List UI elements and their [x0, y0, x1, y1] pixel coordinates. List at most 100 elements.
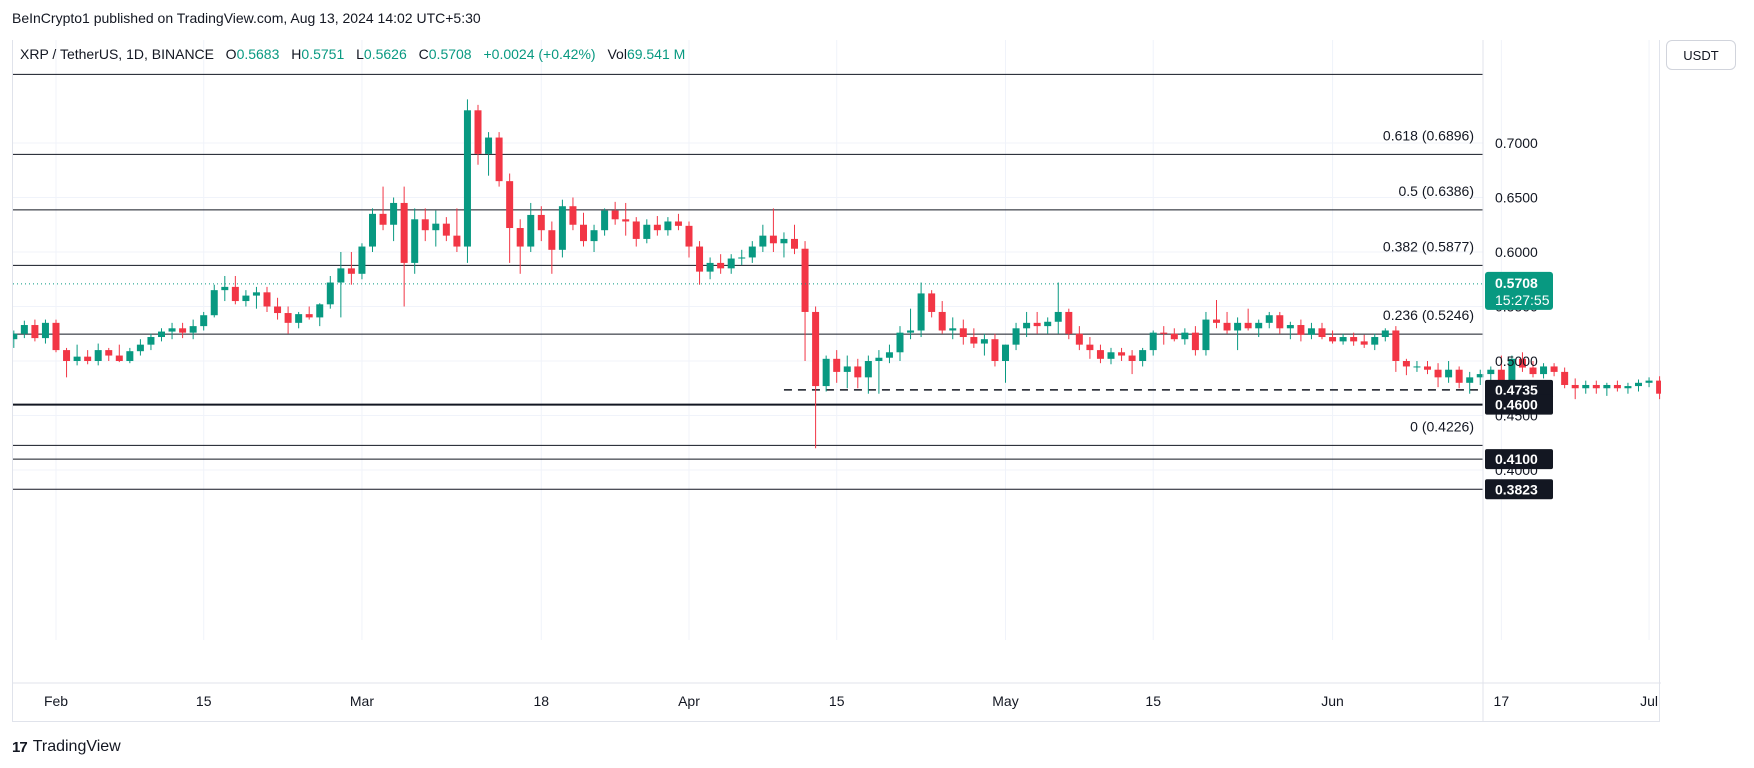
candle-body [590, 230, 598, 242]
candle-body [1276, 315, 1284, 329]
candle-body [791, 238, 798, 249]
candle-body [263, 292, 271, 307]
candle-body [949, 328, 957, 331]
candle-body [537, 214, 545, 231]
candle-body [674, 221, 682, 226]
candle-body [1529, 367, 1537, 375]
candle-body [1075, 333, 1083, 345]
fib-level-label: 0.5 (0.6386) [1399, 183, 1475, 199]
candle-body [274, 306, 282, 314]
level-price-tag [1485, 449, 1553, 470]
fib-level-label: 0.236 (0.5246) [1383, 307, 1474, 323]
candle-body [284, 313, 292, 323]
candle-body [611, 210, 619, 220]
tradingview-brand[interactable]: 17 TradingView [12, 738, 121, 756]
candle-body [231, 286, 239, 302]
candle-body [558, 206, 566, 250]
candle-body [453, 235, 461, 247]
legend-high-label: H [291, 46, 302, 62]
candle-body [73, 356, 81, 361]
candle-body [769, 235, 777, 244]
candle-body [1297, 325, 1305, 335]
legend-low-value: 0.5626 [363, 46, 407, 62]
candle-body [548, 230, 556, 250]
current-price-tag [1485, 271, 1553, 310]
candle-body [717, 262, 725, 269]
currency-button[interactable]: USDT [1666, 40, 1736, 70]
candle-body [885, 352, 893, 358]
candle-body [1265, 315, 1273, 323]
candle-body [759, 235, 767, 247]
candle-body [411, 219, 419, 263]
y-axis-tick-label: 0.7000 [1495, 135, 1538, 151]
candle-body [1392, 330, 1400, 361]
candle-body [347, 268, 355, 274]
candle-body [896, 332, 904, 353]
candle-body [843, 366, 851, 372]
candle-body [1012, 328, 1020, 345]
candle-body [1603, 384, 1611, 389]
level-price-tag-text: 0.3823 [1495, 481, 1538, 497]
candle-body [1065, 311, 1073, 334]
candle-body [822, 358, 830, 387]
candle-body [1455, 369, 1463, 383]
candle-body [158, 331, 165, 338]
candle-body [1139, 350, 1147, 361]
candle-body [337, 268, 345, 283]
candle-body [136, 344, 144, 352]
candle-body [601, 210, 609, 231]
candle-body [84, 356, 92, 361]
candle-body [379, 213, 387, 225]
x-axis-tick-label: 15 [829, 693, 845, 709]
candle-body [295, 314, 303, 323]
x-axis-tick-label: 17 [1494, 693, 1510, 709]
candle-body [1149, 332, 1157, 351]
legend-volume-label: Vol [607, 46, 627, 62]
candle-body [696, 246, 704, 272]
candle-body [801, 248, 809, 312]
x-axis-tick-label: 18 [534, 693, 550, 709]
legend-symbol[interactable]: XRP / TetherUS, 1D, BINANCE [20, 46, 214, 62]
legend-close-label: C [418, 46, 429, 62]
candle-body [1550, 366, 1558, 372]
legend-change: +0.0024 (+0.42%) [483, 46, 596, 62]
candle-body [1497, 369, 1505, 381]
legend-open-label: O [225, 46, 237, 62]
x-axis-tick-label: Feb [44, 693, 68, 709]
candle-body [13, 333, 18, 340]
candle-body [1202, 319, 1210, 351]
fib-level-label: 0 (0.4226) [1410, 418, 1474, 434]
candle-body [1487, 369, 1495, 375]
candle-body [147, 337, 155, 345]
candle-body [31, 325, 39, 339]
candle-body [1624, 386, 1632, 389]
candle-body [643, 224, 651, 239]
y-axis-tick-label: 0.6500 [1495, 190, 1538, 206]
x-axis-tick-label: 15 [196, 693, 212, 709]
candle-body [1213, 319, 1220, 323]
candle-body [1160, 332, 1168, 334]
candle-body [907, 330, 915, 333]
candle-body [1096, 350, 1104, 359]
candle-body [527, 214, 535, 247]
candle-body [210, 290, 218, 316]
candle-body [569, 206, 577, 225]
candle-body [928, 293, 936, 312]
candle-body [959, 328, 967, 338]
chart-frame[interactable]: 0.618 (0.6896) 0.5 (0.6386) 0.382 (0.5877)… [12, 40, 1661, 722]
candle-body [1413, 366, 1421, 368]
candle-body [653, 224, 661, 231]
candle-body [748, 246, 756, 258]
candle-body [189, 326, 197, 333]
candle-body [1023, 322, 1031, 329]
x-axis-tick-label: Mar [350, 693, 374, 709]
candle-body [168, 328, 176, 332]
candle-body [126, 351, 134, 361]
candle-body [1592, 384, 1600, 389]
level-price-tag-text: 0.4100 [1495, 451, 1538, 467]
price-chart[interactable]: 0.618 (0.6896) 0.5 (0.6386) 0.382 (0.5877)… [13, 40, 1661, 722]
publisher-caption: BeInCrypto1 published on TradingView.com… [12, 10, 481, 26]
candle-body [1645, 380, 1653, 383]
candle-body [970, 337, 978, 344]
candle-body [738, 257, 746, 259]
